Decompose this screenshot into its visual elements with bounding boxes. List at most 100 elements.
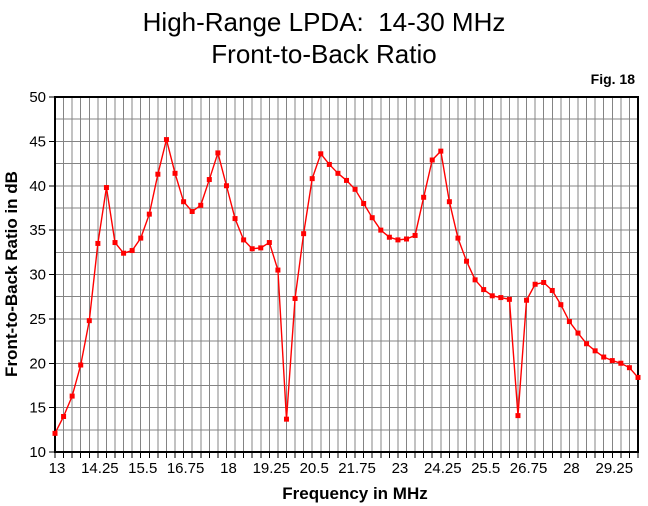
data-point-marker bbox=[163, 137, 169, 143]
grid-lines bbox=[55, 97, 638, 452]
x-tick-label: 18 bbox=[220, 460, 237, 477]
data-point-marker bbox=[429, 157, 435, 163]
x-tick-label: 23 bbox=[392, 460, 409, 477]
data-point-marker bbox=[335, 170, 341, 176]
data-point-marker bbox=[421, 194, 427, 200]
x-tick-label: 15.5 bbox=[128, 460, 157, 477]
data-point-marker bbox=[541, 279, 547, 285]
data-point-marker bbox=[566, 319, 572, 325]
data-point-marker bbox=[361, 201, 367, 206]
data-point-marker bbox=[618, 360, 624, 366]
y-axis-tick-labels: 10 15 20 25 30 35 40 45 50 bbox=[29, 89, 46, 461]
data-point-marker bbox=[352, 186, 358, 192]
data-point-marker bbox=[121, 250, 127, 256]
y-tick-label: 20 bbox=[29, 355, 46, 372]
data-point-marker bbox=[86, 318, 92, 324]
data-point-marker bbox=[498, 295, 504, 301]
data-point-marker bbox=[592, 348, 598, 354]
x-tick-label: 24.25 bbox=[424, 460, 462, 477]
data-point-marker bbox=[326, 161, 332, 167]
data-point-marker bbox=[283, 416, 289, 422]
data-point-marker bbox=[344, 177, 349, 183]
data-point-marker bbox=[78, 362, 84, 368]
data-point-marker bbox=[275, 267, 281, 273]
x-tick-label: 19.25 bbox=[253, 460, 291, 477]
data-point-marker bbox=[472, 277, 478, 283]
x-tick-label: 29.25 bbox=[596, 460, 634, 477]
data-point-marker bbox=[146, 211, 152, 217]
data-point-marker bbox=[292, 295, 298, 301]
x-tick-label: 16.75 bbox=[167, 460, 205, 477]
data-point-marker bbox=[232, 216, 238, 222]
y-tick-label: 25 bbox=[29, 311, 46, 328]
data-point-marker bbox=[198, 202, 204, 208]
y-tick-label: 15 bbox=[29, 400, 46, 417]
data-point-marker bbox=[575, 330, 581, 336]
data-point-marker bbox=[369, 215, 375, 221]
data-point-marker bbox=[412, 232, 418, 238]
data-point-marker bbox=[506, 296, 512, 302]
data-point-marker bbox=[309, 176, 315, 182]
data-point-marker bbox=[378, 227, 384, 233]
data-point-marker bbox=[258, 245, 264, 251]
data-point-marker bbox=[626, 365, 632, 371]
data-point-marker bbox=[172, 170, 178, 176]
data-point-marker bbox=[95, 240, 101, 246]
data-point-marker bbox=[395, 237, 401, 243]
axis-ticks bbox=[49, 96, 639, 458]
x-tick-label: 14.25 bbox=[81, 460, 119, 477]
data-point-marker bbox=[455, 235, 461, 241]
data-point-marker bbox=[481, 287, 487, 293]
data-point-marker bbox=[215, 150, 221, 156]
data-point-marker bbox=[112, 240, 118, 246]
data-point-marker bbox=[524, 297, 530, 303]
data-point-marker bbox=[301, 231, 307, 237]
x-axis-tick-labels: 13 14.25 15.5 16.75 18 19.25 20.5 21.75 23 24.25 2… bbox=[49, 460, 633, 477]
data-point-marker bbox=[318, 151, 324, 157]
plot-border bbox=[54, 96, 639, 453]
data-point-marker bbox=[609, 358, 615, 364]
data-point-marker bbox=[52, 430, 58, 436]
y-tick-label: 30 bbox=[29, 267, 46, 284]
data-point-marker bbox=[206, 177, 212, 183]
x-tick-label: 13 bbox=[49, 460, 66, 477]
data-point-marker bbox=[464, 258, 470, 264]
data-point-marker bbox=[558, 302, 564, 308]
data-point-marker bbox=[601, 354, 607, 360]
data-point-marker bbox=[446, 199, 452, 205]
data-point-marker bbox=[241, 237, 247, 243]
x-tick-label: 20.5 bbox=[300, 460, 329, 477]
x-tick-label: 26.75 bbox=[510, 460, 548, 477]
data-point-marker bbox=[223, 183, 229, 189]
data-point-marker bbox=[181, 199, 187, 205]
data-series bbox=[52, 137, 641, 436]
data-point-marker bbox=[404, 236, 410, 242]
data-point-marker bbox=[489, 293, 495, 299]
data-point-marker bbox=[189, 208, 195, 214]
data-point-marker bbox=[138, 235, 144, 241]
x-tick-label: 21.75 bbox=[338, 460, 376, 477]
data-point-marker bbox=[249, 246, 255, 252]
data-point-marker bbox=[69, 393, 75, 399]
data-point-marker bbox=[515, 413, 521, 419]
y-tick-label: 10 bbox=[29, 444, 46, 461]
chart-title-line2: Front-to-Back Ratio bbox=[211, 39, 437, 69]
y-tick-label: 45 bbox=[29, 133, 46, 150]
chart-title-line1: High-Range LPDA: 14-30 MHz bbox=[142, 7, 506, 37]
data-point-marker bbox=[549, 287, 555, 293]
data-point-marker bbox=[266, 240, 272, 246]
data-point-marker bbox=[438, 148, 444, 154]
data-point-marker bbox=[61, 414, 67, 419]
figure-number-label: Fig. 18 bbox=[590, 71, 635, 87]
x-tick-label: 25.5 bbox=[471, 460, 500, 477]
data-point-marker bbox=[155, 171, 161, 177]
data-point-marker bbox=[386, 234, 392, 240]
y-axis-title: Front-to-Back Ratio in dB bbox=[2, 171, 21, 377]
data-point-marker bbox=[584, 341, 590, 347]
y-tick-label: 50 bbox=[29, 89, 46, 106]
y-tick-label: 40 bbox=[29, 178, 46, 195]
x-axis-title: Frequency in MHz bbox=[282, 484, 427, 503]
y-tick-label: 35 bbox=[29, 222, 46, 239]
